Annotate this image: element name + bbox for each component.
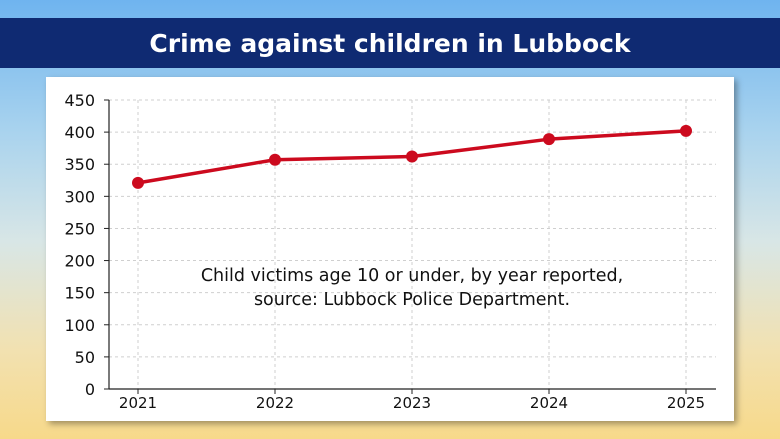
annotation-line: source: Lubbock Police Department. [254,290,570,310]
series-group [132,124,692,189]
y-tick-label: 200 [64,252,95,271]
y-tick-label: 100 [64,316,95,335]
data-point [680,124,692,137]
y-tick-label: 0 [85,380,95,399]
x-tick-label: 2025 [667,394,705,412]
data-point [406,150,418,163]
grid-lines [109,99,716,389]
y-tick-label: 300 [64,187,95,206]
y-tick-label: 400 [64,123,95,142]
y-tick-label: 250 [64,219,95,238]
data-point [543,133,555,146]
y-axis-ticks: 0 50 100 150 200 250 300 350 400 450 [64,91,95,399]
y-tick-label: 150 [64,284,95,303]
y-tick-label: 350 [64,155,95,174]
x-tick-label: 2024 [530,394,568,412]
chart-title: Crime against children in Lubbock [0,18,780,68]
annotation-group: Child victims age 10 or under, by year r… [201,266,623,310]
y-tick-label: 450 [64,91,95,110]
x-tick-label: 2023 [393,394,431,412]
x-tick-label: 2022 [256,394,294,412]
chart-title-text: Crime against children in Lubbock [149,28,631,58]
axes [104,99,716,394]
x-tick-label: 2021 [119,394,157,412]
x-axis-ticks: 2021 2022 2023 2024 2025 [119,394,705,412]
data-point [132,176,144,189]
annotation-line: Child victims age 10 or under, by year r… [201,266,623,286]
data-point [269,153,281,166]
y-tick-label: 50 [75,348,95,367]
